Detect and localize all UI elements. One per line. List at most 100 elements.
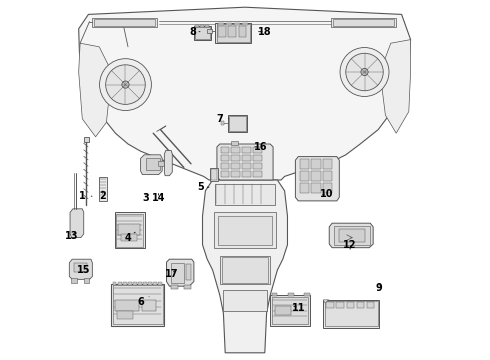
Bar xyxy=(92,18,157,27)
Bar xyxy=(228,26,236,37)
Bar xyxy=(113,285,163,324)
Circle shape xyxy=(361,68,368,76)
Bar xyxy=(221,257,269,283)
Bar xyxy=(325,301,378,326)
Bar xyxy=(220,147,229,153)
Bar xyxy=(143,282,147,285)
Bar xyxy=(300,171,309,181)
Bar xyxy=(128,282,132,285)
Text: 16: 16 xyxy=(254,142,267,152)
Bar xyxy=(326,302,334,308)
Text: 7: 7 xyxy=(217,114,229,124)
Bar xyxy=(239,26,246,37)
Text: 2: 2 xyxy=(99,191,106,201)
Bar xyxy=(323,159,332,169)
Polygon shape xyxy=(141,155,162,175)
Bar xyxy=(220,163,229,169)
Bar xyxy=(231,171,240,177)
Bar xyxy=(331,18,396,27)
Bar xyxy=(272,293,277,296)
Bar xyxy=(171,263,184,283)
Bar xyxy=(272,297,308,324)
Bar xyxy=(133,282,137,285)
Text: 15: 15 xyxy=(77,265,91,275)
Bar xyxy=(339,229,365,242)
Polygon shape xyxy=(202,180,288,353)
Polygon shape xyxy=(167,259,194,286)
Bar xyxy=(304,293,310,296)
Bar xyxy=(123,282,126,285)
Bar xyxy=(207,29,212,33)
Bar xyxy=(218,216,272,245)
Bar xyxy=(219,26,226,37)
Bar xyxy=(94,19,155,26)
Text: 18: 18 xyxy=(258,27,271,37)
Bar xyxy=(334,226,370,245)
Bar xyxy=(171,285,178,289)
Polygon shape xyxy=(329,223,373,248)
Text: 11: 11 xyxy=(292,303,306,313)
Bar xyxy=(142,300,156,311)
Bar xyxy=(186,264,191,280)
Bar xyxy=(153,282,157,285)
Bar xyxy=(337,302,343,308)
Bar xyxy=(184,285,191,289)
Bar xyxy=(84,278,90,283)
Polygon shape xyxy=(323,300,328,303)
Bar xyxy=(117,311,133,319)
Bar xyxy=(116,300,139,311)
Bar xyxy=(99,177,107,201)
Circle shape xyxy=(99,59,151,111)
Polygon shape xyxy=(217,144,273,180)
Bar xyxy=(242,155,251,161)
Bar xyxy=(194,26,211,40)
Bar xyxy=(253,163,262,169)
Bar xyxy=(148,282,152,285)
Bar xyxy=(158,282,162,285)
Bar xyxy=(367,302,374,308)
Bar xyxy=(210,168,218,181)
Bar xyxy=(231,155,240,161)
Polygon shape xyxy=(295,157,339,201)
Polygon shape xyxy=(79,7,411,180)
Text: 13: 13 xyxy=(65,231,78,241)
Circle shape xyxy=(346,53,383,91)
Bar xyxy=(228,115,247,132)
Bar xyxy=(216,23,251,43)
Bar xyxy=(216,184,274,205)
Bar xyxy=(205,25,209,27)
Bar xyxy=(121,234,137,241)
Bar xyxy=(229,116,245,131)
Text: 9: 9 xyxy=(376,283,383,293)
Bar xyxy=(333,19,394,26)
Bar xyxy=(200,25,204,27)
Text: 1: 1 xyxy=(79,191,92,201)
Bar xyxy=(196,25,199,27)
Bar xyxy=(274,306,291,315)
Circle shape xyxy=(122,81,129,88)
Circle shape xyxy=(106,65,145,104)
Bar xyxy=(231,163,240,169)
Text: 4: 4 xyxy=(124,232,135,243)
Bar xyxy=(311,159,320,169)
Bar xyxy=(138,282,142,285)
Bar xyxy=(357,302,364,308)
Bar xyxy=(118,224,140,235)
Text: 14: 14 xyxy=(152,193,165,203)
Bar xyxy=(323,183,332,193)
Text: 12: 12 xyxy=(343,240,357,250)
Text: 6: 6 xyxy=(137,297,149,307)
Bar xyxy=(113,282,117,285)
Bar xyxy=(231,147,240,153)
Bar xyxy=(311,171,320,181)
Bar xyxy=(111,284,164,326)
Bar xyxy=(84,137,89,142)
Bar xyxy=(211,169,217,180)
Ellipse shape xyxy=(234,227,256,234)
Bar xyxy=(220,171,229,177)
Bar xyxy=(270,295,310,326)
Bar xyxy=(253,147,262,153)
Bar xyxy=(117,214,144,247)
Bar xyxy=(72,278,77,283)
Bar xyxy=(220,155,229,161)
